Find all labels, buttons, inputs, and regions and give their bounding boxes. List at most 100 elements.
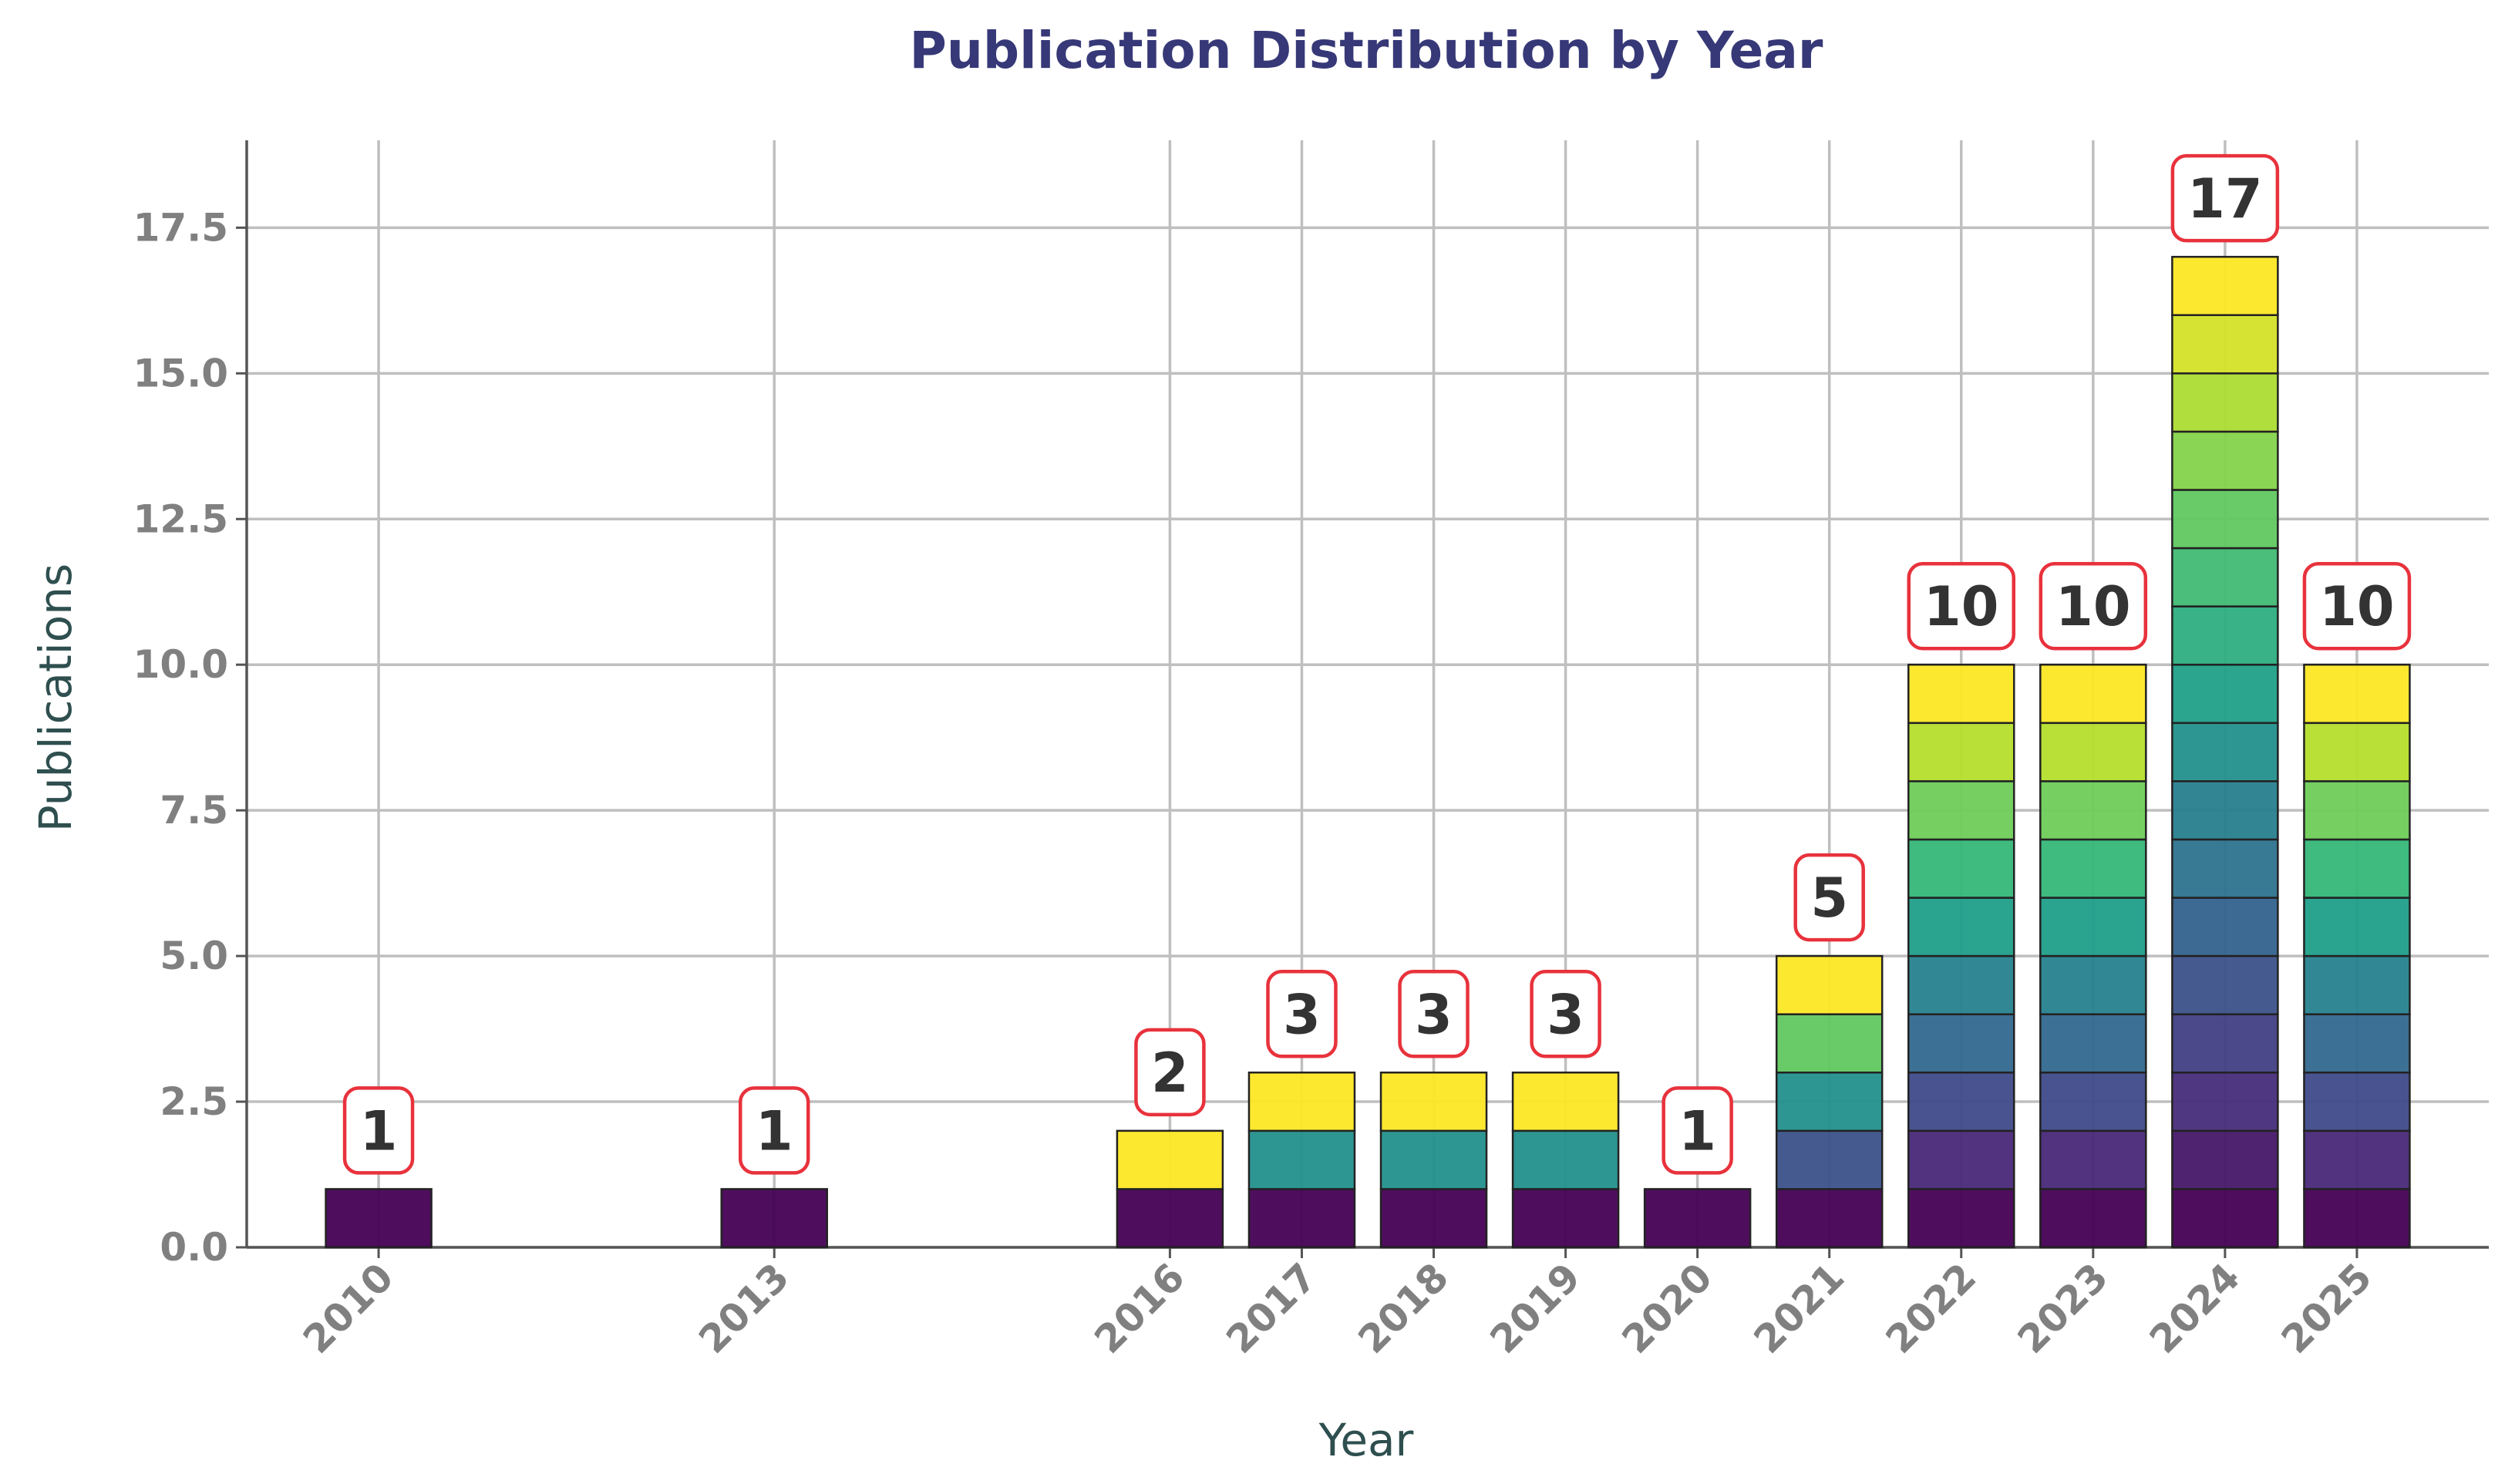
bars — [325, 255, 2411, 1249]
bar-segment — [2171, 1188, 2279, 1249]
y-ticks: 0.0 2.5 5.0 7.5 10.0 12.5 15.0 17.5 — [133, 205, 247, 1270]
total-label-box — [1793, 853, 1865, 942]
bar-segment — [2171, 663, 2279, 725]
total-label-box — [1134, 1028, 1206, 1117]
total-label: 10 — [2319, 575, 2394, 638]
bar-segment — [2171, 1013, 2279, 1074]
bar-segment — [1511, 1188, 1620, 1249]
x-tick-label: 2016 — [1086, 1254, 1193, 1361]
bar-segment — [2303, 897, 2411, 957]
bar-segment — [1775, 1129, 1884, 1190]
total-label-box — [738, 1086, 810, 1175]
bar-segment — [2171, 372, 2279, 433]
y-tick-label: 7.5 — [160, 788, 228, 833]
bar-2025 — [2303, 663, 2411, 1249]
bar-segment — [2303, 838, 2411, 899]
x-tick-label: 2021 — [1746, 1254, 1853, 1361]
bar-segment — [2039, 1188, 2147, 1249]
x-tick-label: 2020 — [1614, 1254, 1721, 1361]
total-label: 2 — [1151, 1041, 1189, 1105]
bar-2017 — [1247, 1072, 1356, 1249]
bar-segment — [1511, 1072, 1620, 1132]
chart-title: Publication Distribution by Year — [910, 21, 1823, 80]
bar-2010 — [325, 1188, 433, 1249]
bar-segment — [2171, 489, 2279, 550]
bar-segment — [2039, 897, 2147, 957]
y-tick-label: 12.5 — [133, 496, 228, 541]
total-label: 1 — [360, 1099, 398, 1163]
total-label: 1 — [756, 1099, 793, 1163]
bar-segment — [1907, 1013, 2015, 1074]
x-axis-label: Year — [1318, 1414, 1414, 1466]
bar-segment — [2171, 722, 2279, 782]
total-label: 1 — [1678, 1099, 1716, 1163]
bar-2021 — [1775, 954, 1884, 1249]
bar-segment — [2303, 1013, 2411, 1074]
bar-segment — [2171, 897, 2279, 957]
bar-segment — [2171, 954, 2279, 1015]
bar-segment — [1511, 1129, 1620, 1190]
bar-2016 — [1116, 1129, 1224, 1249]
x-tick-label: 2023 — [2009, 1254, 2116, 1361]
bar-2024 — [2171, 255, 2279, 1249]
bar-segment — [2303, 722, 2411, 782]
bar-segment — [2039, 722, 2147, 782]
bar-segment — [2171, 547, 2279, 607]
y-axis-label: Publications — [29, 564, 82, 833]
total-label-box — [1266, 970, 1338, 1058]
total-label: 3 — [1547, 983, 1584, 1046]
bar-segment — [2303, 1188, 2411, 1249]
bar-segment — [2303, 780, 2411, 841]
bar-2023 — [2039, 663, 2147, 1249]
total-label: 17 — [2187, 167, 2262, 231]
bar-segment — [325, 1188, 433, 1249]
bar-2019 — [1511, 1072, 1620, 1249]
bar-2013 — [720, 1188, 828, 1249]
bar-segment — [2303, 1129, 2411, 1190]
bar-segment — [1907, 954, 2015, 1015]
bar-segment — [2039, 1013, 2147, 1074]
bar-2018 — [1379, 1072, 1488, 1249]
total-label: 5 — [1810, 867, 1848, 930]
bar-2022 — [1907, 663, 2015, 1249]
total-label-box — [2302, 561, 2412, 651]
bar-segment — [2039, 1072, 2147, 1132]
bar-segment — [720, 1188, 828, 1249]
bar-segment — [1379, 1072, 1488, 1132]
bar-segment — [2171, 1129, 2279, 1190]
bar-segment — [2039, 954, 2147, 1015]
bar-segment — [2171, 255, 2279, 316]
bar-segment — [1907, 780, 2015, 841]
total-label-box — [1530, 970, 1601, 1058]
y-tick-label: 0.0 — [160, 1225, 228, 1270]
bar-segment — [2171, 838, 2279, 899]
x-tick-label: 2022 — [1877, 1254, 1985, 1361]
bar-segment — [1775, 1013, 1884, 1074]
bar-segment — [1116, 1188, 1224, 1249]
bar-segment — [2171, 1072, 2279, 1132]
x-tick-label: 2017 — [1218, 1254, 1325, 1361]
bar-segment — [2303, 663, 2411, 725]
bar-segment — [2171, 780, 2279, 841]
bar-segment — [1907, 722, 2015, 782]
x-tick-label: 2024 — [2141, 1254, 2248, 1361]
bar-segment — [1907, 1188, 2015, 1249]
total-label-box — [2170, 153, 2280, 243]
x-tick-label: 2025 — [2273, 1254, 2380, 1361]
total-label: 10 — [1924, 575, 1998, 638]
total-label-box — [1662, 1086, 1733, 1175]
y-tick-label: 2.5 — [160, 1079, 228, 1124]
bar-segment — [1907, 1072, 2015, 1132]
total-label: 10 — [2055, 575, 2130, 638]
total-label-box — [1398, 970, 1470, 1058]
y-tick-label: 15.0 — [133, 351, 228, 395]
total-label: 3 — [1415, 983, 1453, 1046]
bar-segment — [1643, 1188, 1752, 1249]
bar-segment — [1907, 1129, 2015, 1190]
x-ticks: 2010 2013 2016 2017 2018 2019 2020 2021 2022 2023… — [295, 1247, 2380, 1362]
bar-segment — [2039, 838, 2147, 899]
bar-segment — [1379, 1188, 1488, 1249]
x-tick-label: 2013 — [690, 1254, 797, 1361]
total-labels: 1 1 2 3 3 3 1 5 10 10 17 10 — [342, 153, 2412, 1175]
